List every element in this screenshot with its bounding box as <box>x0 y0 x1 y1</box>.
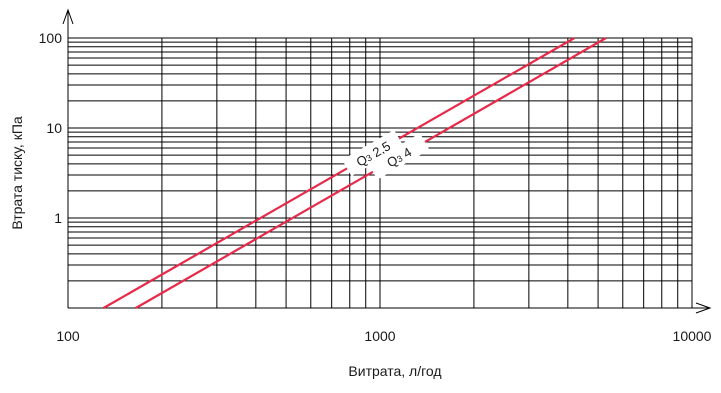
series-labels: Q3 2,5Q3 4 <box>342 129 430 180</box>
x-tick-label: 10000 <box>673 328 712 344</box>
x-axis-label: Витрата, л/год <box>348 363 441 379</box>
tick-labels: 100 1000 10000 1 10 100 <box>39 30 712 344</box>
series-label-subscript: 3 <box>395 153 404 164</box>
series-line <box>103 37 576 309</box>
series-label-background <box>367 133 430 180</box>
x-tick-label: 1000 <box>364 328 395 344</box>
y-axis-arrow <box>62 8 74 25</box>
x-axis-arrow <box>695 302 712 314</box>
series-label-background <box>342 129 404 177</box>
y-axis-label: Втрата тиску, кПа <box>9 116 25 230</box>
y-tick-label: 100 <box>39 30 63 46</box>
axes <box>62 8 712 314</box>
grid <box>68 37 693 308</box>
y-tick-label: 1 <box>54 210 62 226</box>
series-label-subscript: 3 <box>364 153 373 164</box>
series-label: Q3 4 <box>367 133 430 180</box>
y-tick-label: 10 <box>46 120 62 136</box>
x-tick-label: 100 <box>56 328 80 344</box>
series-lines <box>103 37 607 309</box>
series-line <box>135 37 607 309</box>
